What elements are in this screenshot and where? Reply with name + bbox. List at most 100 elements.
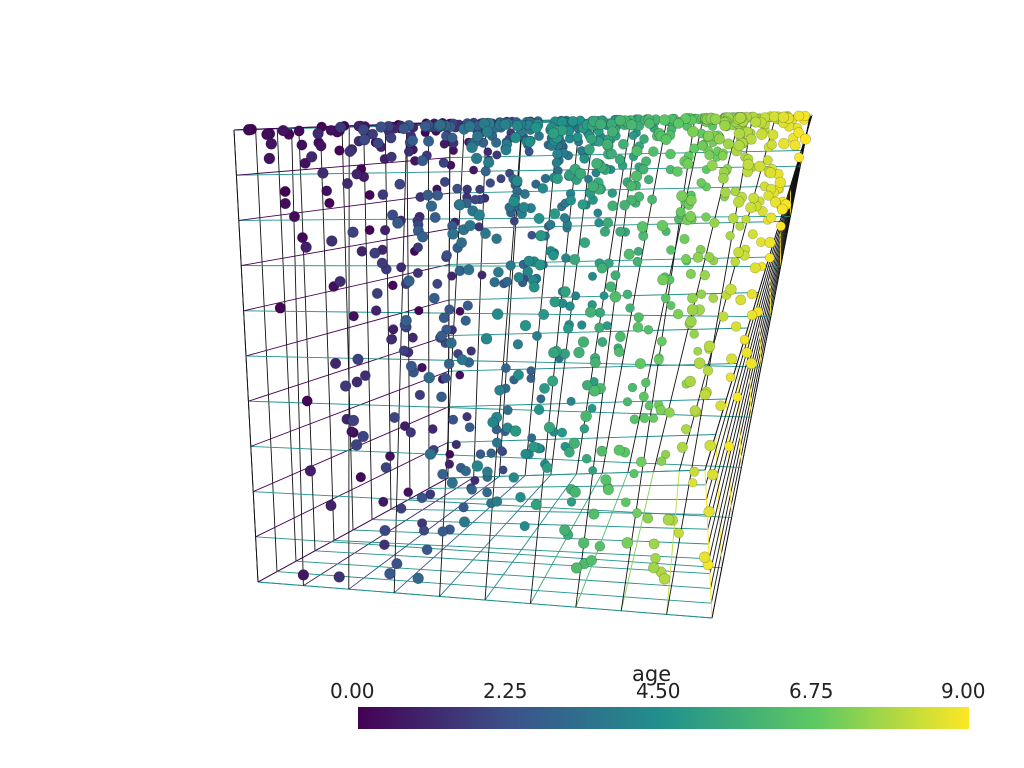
data-point bbox=[543, 421, 556, 434]
data-point bbox=[581, 453, 592, 464]
data-point bbox=[583, 174, 593, 184]
grid-line bbox=[704, 469, 713, 619]
data-point bbox=[463, 264, 475, 276]
data-point bbox=[527, 230, 537, 240]
data-point bbox=[723, 441, 735, 452]
data-point bbox=[570, 562, 583, 574]
data-point bbox=[687, 125, 699, 138]
data-point bbox=[403, 275, 415, 287]
data-point bbox=[537, 183, 549, 194]
data-point bbox=[315, 140, 327, 152]
data-point bbox=[604, 258, 614, 269]
data-point bbox=[642, 512, 654, 524]
data-point bbox=[492, 150, 502, 160]
data-point bbox=[334, 121, 347, 134]
data-point bbox=[719, 119, 731, 132]
data-point bbox=[324, 197, 335, 209]
data-point bbox=[605, 281, 617, 293]
data-point bbox=[523, 136, 536, 148]
data-point bbox=[445, 449, 455, 459]
data-point bbox=[470, 152, 483, 165]
data-point bbox=[766, 139, 778, 150]
data-point bbox=[509, 425, 522, 437]
data-point bbox=[607, 188, 618, 198]
data-point bbox=[482, 487, 493, 498]
data-point bbox=[687, 292, 698, 304]
data-point bbox=[416, 155, 429, 167]
data-point bbox=[424, 448, 437, 460]
data-point bbox=[776, 221, 786, 232]
data-point bbox=[344, 145, 356, 157]
data-point bbox=[644, 401, 654, 411]
data-point bbox=[632, 508, 642, 518]
data-point bbox=[444, 459, 455, 469]
data-point bbox=[511, 120, 524, 132]
data-point bbox=[584, 306, 597, 318]
data-point bbox=[400, 314, 412, 327]
data-point bbox=[793, 127, 804, 138]
data-point bbox=[385, 132, 397, 144]
data-point bbox=[746, 310, 758, 321]
data-point bbox=[466, 346, 476, 356]
data-point bbox=[301, 395, 313, 407]
grid-line bbox=[241, 228, 450, 267]
data-point bbox=[369, 247, 381, 259]
data-point bbox=[508, 472, 520, 483]
data-point bbox=[579, 153, 590, 164]
data-point bbox=[580, 410, 592, 423]
data-point bbox=[371, 287, 383, 299]
data-point bbox=[666, 300, 676, 311]
data-point bbox=[634, 358, 646, 370]
grid-line bbox=[620, 471, 655, 611]
grid-line bbox=[575, 472, 629, 608]
grid-line bbox=[390, 508, 708, 515]
data-point bbox=[347, 226, 359, 238]
data-point bbox=[658, 572, 671, 585]
data-point bbox=[704, 150, 715, 161]
data-point bbox=[470, 475, 480, 486]
data-point bbox=[623, 248, 635, 260]
data-point bbox=[638, 164, 649, 175]
data-point bbox=[432, 278, 443, 289]
data-point bbox=[648, 562, 660, 574]
data-point bbox=[475, 449, 486, 459]
data-point bbox=[242, 124, 255, 136]
data-point bbox=[725, 372, 736, 383]
data-point bbox=[477, 270, 487, 280]
data-point bbox=[519, 520, 530, 532]
data-point bbox=[717, 311, 729, 322]
data-point bbox=[702, 365, 714, 376]
data-point bbox=[364, 190, 375, 201]
data-point bbox=[571, 291, 581, 301]
data-point bbox=[733, 140, 745, 152]
data-point bbox=[567, 115, 579, 127]
data-point bbox=[684, 375, 696, 388]
data-point bbox=[726, 353, 738, 365]
data-point bbox=[487, 416, 499, 428]
data-point bbox=[709, 113, 722, 125]
color-scale-bar bbox=[358, 707, 969, 729]
data-point bbox=[293, 125, 305, 137]
data-point bbox=[764, 237, 776, 249]
grid-line bbox=[711, 115, 811, 619]
data-point bbox=[565, 195, 577, 206]
data-point bbox=[685, 210, 696, 222]
data-point bbox=[639, 413, 650, 424]
data-point bbox=[277, 124, 289, 137]
data-point bbox=[526, 366, 536, 376]
data-point bbox=[296, 232, 308, 244]
data-point bbox=[396, 262, 407, 273]
data-point bbox=[793, 110, 805, 122]
data-point bbox=[509, 216, 519, 226]
data-point bbox=[566, 396, 576, 406]
data-point bbox=[619, 199, 630, 211]
data-point bbox=[621, 537, 634, 549]
data-point bbox=[682, 158, 694, 170]
data-point bbox=[607, 200, 619, 212]
grid-line bbox=[371, 519, 708, 530]
data-point bbox=[479, 228, 491, 240]
data-point bbox=[720, 186, 731, 198]
data-point bbox=[747, 229, 758, 240]
data-point bbox=[399, 421, 410, 432]
